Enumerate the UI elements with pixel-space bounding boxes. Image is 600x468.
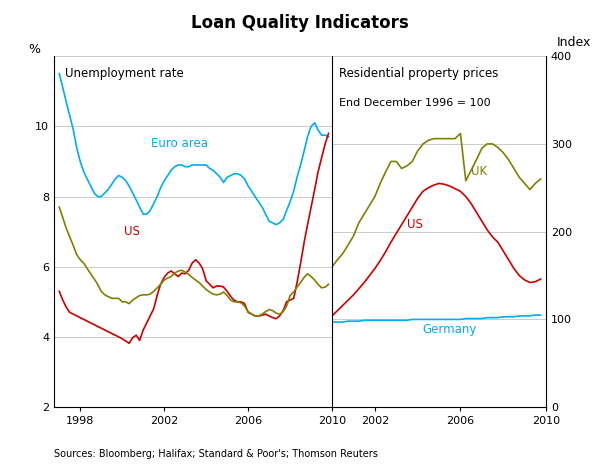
Text: UK: UK (471, 166, 487, 178)
Text: Unemployment rate: Unemployment rate (65, 67, 184, 80)
Text: End December 1996 = 100: End December 1996 = 100 (338, 98, 490, 108)
Text: Residential property prices: Residential property prices (338, 67, 498, 80)
Text: US: US (124, 225, 139, 238)
Text: Germany: Germany (422, 323, 476, 336)
Text: Euro area: Euro area (151, 138, 208, 150)
Text: Loan Quality Indicators: Loan Quality Indicators (191, 14, 409, 32)
Y-axis label: %: % (29, 43, 41, 56)
Text: Index: Index (557, 36, 591, 49)
Text: US: US (407, 218, 423, 231)
Text: Sources: Bloomberg; Halifax; Standard & Poor's; Thomson Reuters: Sources: Bloomberg; Halifax; Standard & … (54, 449, 378, 459)
